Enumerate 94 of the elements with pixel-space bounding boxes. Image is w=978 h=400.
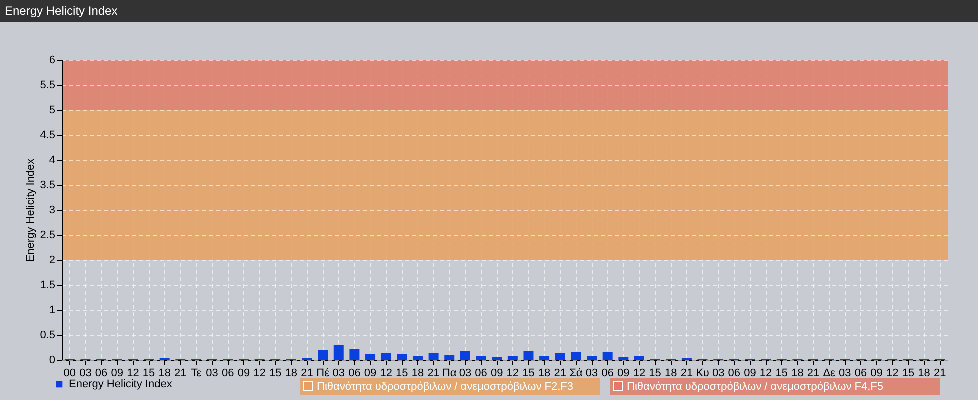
x-tick-label: 18 <box>285 368 298 380</box>
x-tick-label: Τε <box>191 368 202 380</box>
bar <box>460 351 470 360</box>
x-tick-label: 15 <box>396 368 408 380</box>
y-tick-label: 4.5 <box>40 130 56 142</box>
bar <box>540 356 550 360</box>
x-tick-label: 09 <box>744 368 756 380</box>
x-tick-label: 09 <box>490 368 504 380</box>
x-tick-label: 06 <box>728 368 741 380</box>
y-tick-label: 5.5 <box>40 80 56 92</box>
x-tick-label: Κυ <box>696 368 710 380</box>
x-tick-label: 09 <box>238 368 250 380</box>
x-tick-label: 03 <box>839 368 852 380</box>
x-tick-label: 12 <box>886 368 899 380</box>
x-tick-label: 06 <box>854 368 868 380</box>
x-tick-label: 15 <box>522 368 535 380</box>
bar <box>444 355 455 360</box>
legend-label: Energy Helicity Index <box>69 378 173 390</box>
x-tick-label: Πα <box>442 368 458 380</box>
bar <box>587 356 598 360</box>
y-tick-label: 3.5 <box>40 180 56 192</box>
x-tick-label: 06 <box>222 368 234 380</box>
y-tick-label: 0.5 <box>40 330 56 342</box>
x-tick-label: 18 <box>918 368 930 380</box>
x-tick-label: 09 <box>364 368 377 380</box>
x-tick-label: 15 <box>269 368 282 380</box>
x-tick-label: Πέ <box>316 368 330 380</box>
x-tick-label: 03 <box>80 368 92 380</box>
x-tick-label: 21 <box>301 368 314 380</box>
bar <box>334 345 344 360</box>
bar <box>350 349 360 360</box>
legend-label: Πιθανότητα υδροστρόβιλων / ανεμοστρόβιλων F2,F3 <box>317 381 574 393</box>
x-tick-label: 06 <box>95 368 108 380</box>
x-tick-label: 21 <box>174 368 187 380</box>
legend-label: Πιθανότητα υδροστρόβιλων / ανεμοστρόβιλων F4,F5 <box>627 381 884 393</box>
bar <box>366 354 376 360</box>
x-tick-label: 15 <box>902 368 915 380</box>
bar <box>555 353 566 360</box>
x-tick-label: 06 <box>475 368 488 380</box>
x-tick-label: 09 <box>618 368 630 380</box>
x-tick-label: 09 <box>111 368 124 380</box>
x-tick-label: 21 <box>807 368 820 380</box>
x-tick-label: 12 <box>633 368 646 380</box>
x-tick-label: 18 <box>665 368 678 380</box>
y-tick-label: 1.5 <box>40 280 56 292</box>
x-tick-label: 21 <box>554 368 566 380</box>
x-tick-label: 15 <box>776 368 788 380</box>
bar <box>524 351 534 360</box>
x-tick-label: 12 <box>127 368 140 380</box>
chart-title: Energy Helicity Index <box>5 4 118 18</box>
y-tick-label: 2.5 <box>40 230 56 242</box>
x-tick-label: 03 <box>332 368 345 380</box>
x-tick-label: 03 <box>586 368 598 380</box>
y-axis-title: Energy Helicity Index <box>25 158 38 262</box>
y-tick-label: 6 <box>49 54 56 66</box>
x-tick-label: 15 <box>142 368 156 380</box>
x-tick-label: 12 <box>506 368 520 380</box>
bar <box>412 356 423 360</box>
x-tick-label: 21 <box>934 368 946 380</box>
bar <box>381 353 392 360</box>
bar <box>397 354 408 360</box>
bar <box>318 350 328 360</box>
x-tick-label: 09 <box>870 368 883 380</box>
x-tick-label: 03 <box>459 368 472 380</box>
x-tick-label: 18 <box>158 368 171 380</box>
x-tick-label: 03 <box>712 368 725 380</box>
bar <box>492 357 502 360</box>
y-tick-label: 5 <box>49 104 56 116</box>
bar <box>602 352 613 360</box>
y-tick-label: 2 <box>49 254 56 266</box>
y-tick-label: 1 <box>49 304 56 316</box>
bar <box>508 356 518 360</box>
bar <box>428 353 439 360</box>
x-tick-label: 00 <box>64 368 76 380</box>
x-tick-label: Δε <box>823 368 836 380</box>
x-tick-label: 15 <box>649 368 662 380</box>
x-tick-label: Σά <box>570 368 584 380</box>
bar <box>634 356 644 360</box>
bar <box>476 356 486 360</box>
x-tick-label: 21 <box>680 368 694 380</box>
y-tick-label: 0 <box>49 354 56 366</box>
x-tick-label: 18 <box>412 368 424 380</box>
x-tick-label: 06 <box>348 368 361 380</box>
x-tick-label: 12 <box>380 368 392 380</box>
x-tick-label: 21 <box>428 368 440 380</box>
x-tick-label: 18 <box>792 368 804 380</box>
y-tick-label: 4 <box>49 154 56 166</box>
x-tick-label: 12 <box>760 368 772 380</box>
x-tick-label: 18 <box>538 368 551 380</box>
y-tick-label: 3 <box>49 204 56 216</box>
x-tick-label: 06 <box>602 368 614 380</box>
x-tick-label: 12 <box>254 368 266 380</box>
bar <box>571 352 582 360</box>
x-tick-label: 03 <box>206 368 218 380</box>
